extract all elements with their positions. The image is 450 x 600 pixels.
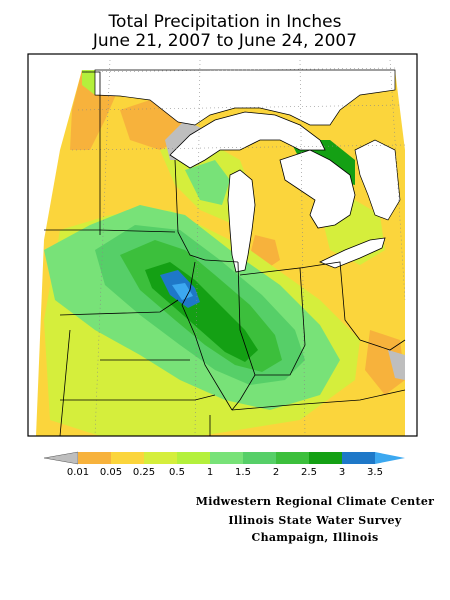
- precipitation-field: [28, 54, 417, 436]
- legend-label-3: 3: [339, 467, 345, 478]
- map-date-range: June 21, 2007 to June 24, 2007: [92, 31, 358, 51]
- legend-label-0-25: 0.25: [133, 467, 155, 478]
- credit-isws: Illinois State Water Survey: [228, 514, 402, 527]
- precip-area-lightgreen-north: [185, 160, 230, 205]
- legend-arrow-right: [375, 452, 405, 464]
- precip-area-grey-se: [388, 350, 405, 380]
- map-title: Total Precipitation in Inches: [108, 12, 342, 32]
- legend-label-1-5: 1.5: [235, 467, 251, 478]
- legend-swatch-0-25: [144, 452, 177, 464]
- lake-michigan: [227, 169, 256, 273]
- legend-colorbar: [43, 451, 405, 465]
- legend-swatch-0-5: [177, 452, 210, 464]
- legend-label-0-05: 0.05: [100, 467, 122, 478]
- legend-label-0-5: 0.5: [169, 467, 185, 478]
- precip-area-lightblue: [172, 283, 193, 300]
- legend-label-0-01: 0.01: [67, 467, 89, 478]
- credit-mrcc: Midwestern Regional Climate Center: [195, 495, 435, 508]
- lake-huron: [279, 149, 356, 229]
- legend-swatch-3: [342, 452, 375, 464]
- legend-label-2-5: 2.5: [301, 467, 317, 478]
- legend-label-2: 2: [273, 467, 279, 478]
- legend-labels: 0.01 0.05 0.25 0.5 1 1.5 2 2.5 3 3.5: [67, 467, 383, 478]
- canada-east: [354, 139, 401, 221]
- legend-arrow-left: [43, 451, 79, 465]
- legend-swatch-2: [276, 452, 309, 464]
- legend-label-1: 1: [207, 467, 213, 478]
- legend-label-3-5: 3.5: [367, 467, 383, 478]
- lake-erie: [319, 237, 386, 269]
- legend-swatch-2-5: [309, 452, 342, 464]
- legend-swatch-0-01: [78, 452, 111, 464]
- canada-region: [94, 69, 396, 126]
- legend-swatch-0-05: [111, 452, 144, 464]
- legend-swatch-1: [210, 452, 243, 464]
- graticule: [71, 59, 406, 436]
- state-boundaries: [44, 71, 406, 436]
- legend-swatch-1-5: [243, 452, 276, 464]
- map-frame: [27, 53, 418, 437]
- lake-superior: [169, 111, 326, 169]
- credit-location: Champaign, Illinois: [251, 531, 379, 544]
